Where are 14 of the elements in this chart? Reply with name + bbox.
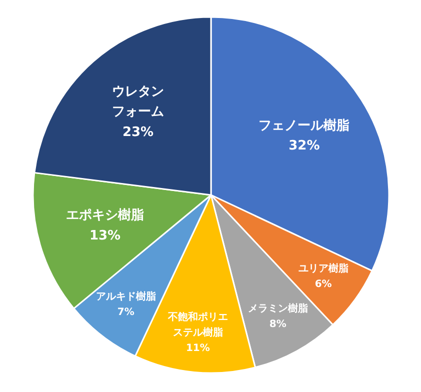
slice-label: ユリア樹脂: [298, 262, 348, 274]
slice-label: エポキシ樹脂: [66, 208, 144, 224]
data-label: 8%: [269, 318, 286, 330]
data-label: 32%: [288, 138, 320, 154]
slice-label: ウレタンフォーム: [112, 84, 164, 120]
slice-label: フェノール樹脂: [258, 118, 350, 134]
slice-label: アルキド樹脂: [96, 290, 156, 302]
data-label: 23%: [122, 124, 154, 140]
data-label: 7%: [117, 306, 134, 318]
data-label: 13%: [89, 228, 121, 244]
data-label: 11%: [186, 343, 210, 354]
slice-label: 不飽和ポリエステル樹脂: [166, 311, 228, 339]
slice-label: メラミン樹脂: [248, 302, 308, 314]
data-label: 6%: [314, 278, 332, 290]
